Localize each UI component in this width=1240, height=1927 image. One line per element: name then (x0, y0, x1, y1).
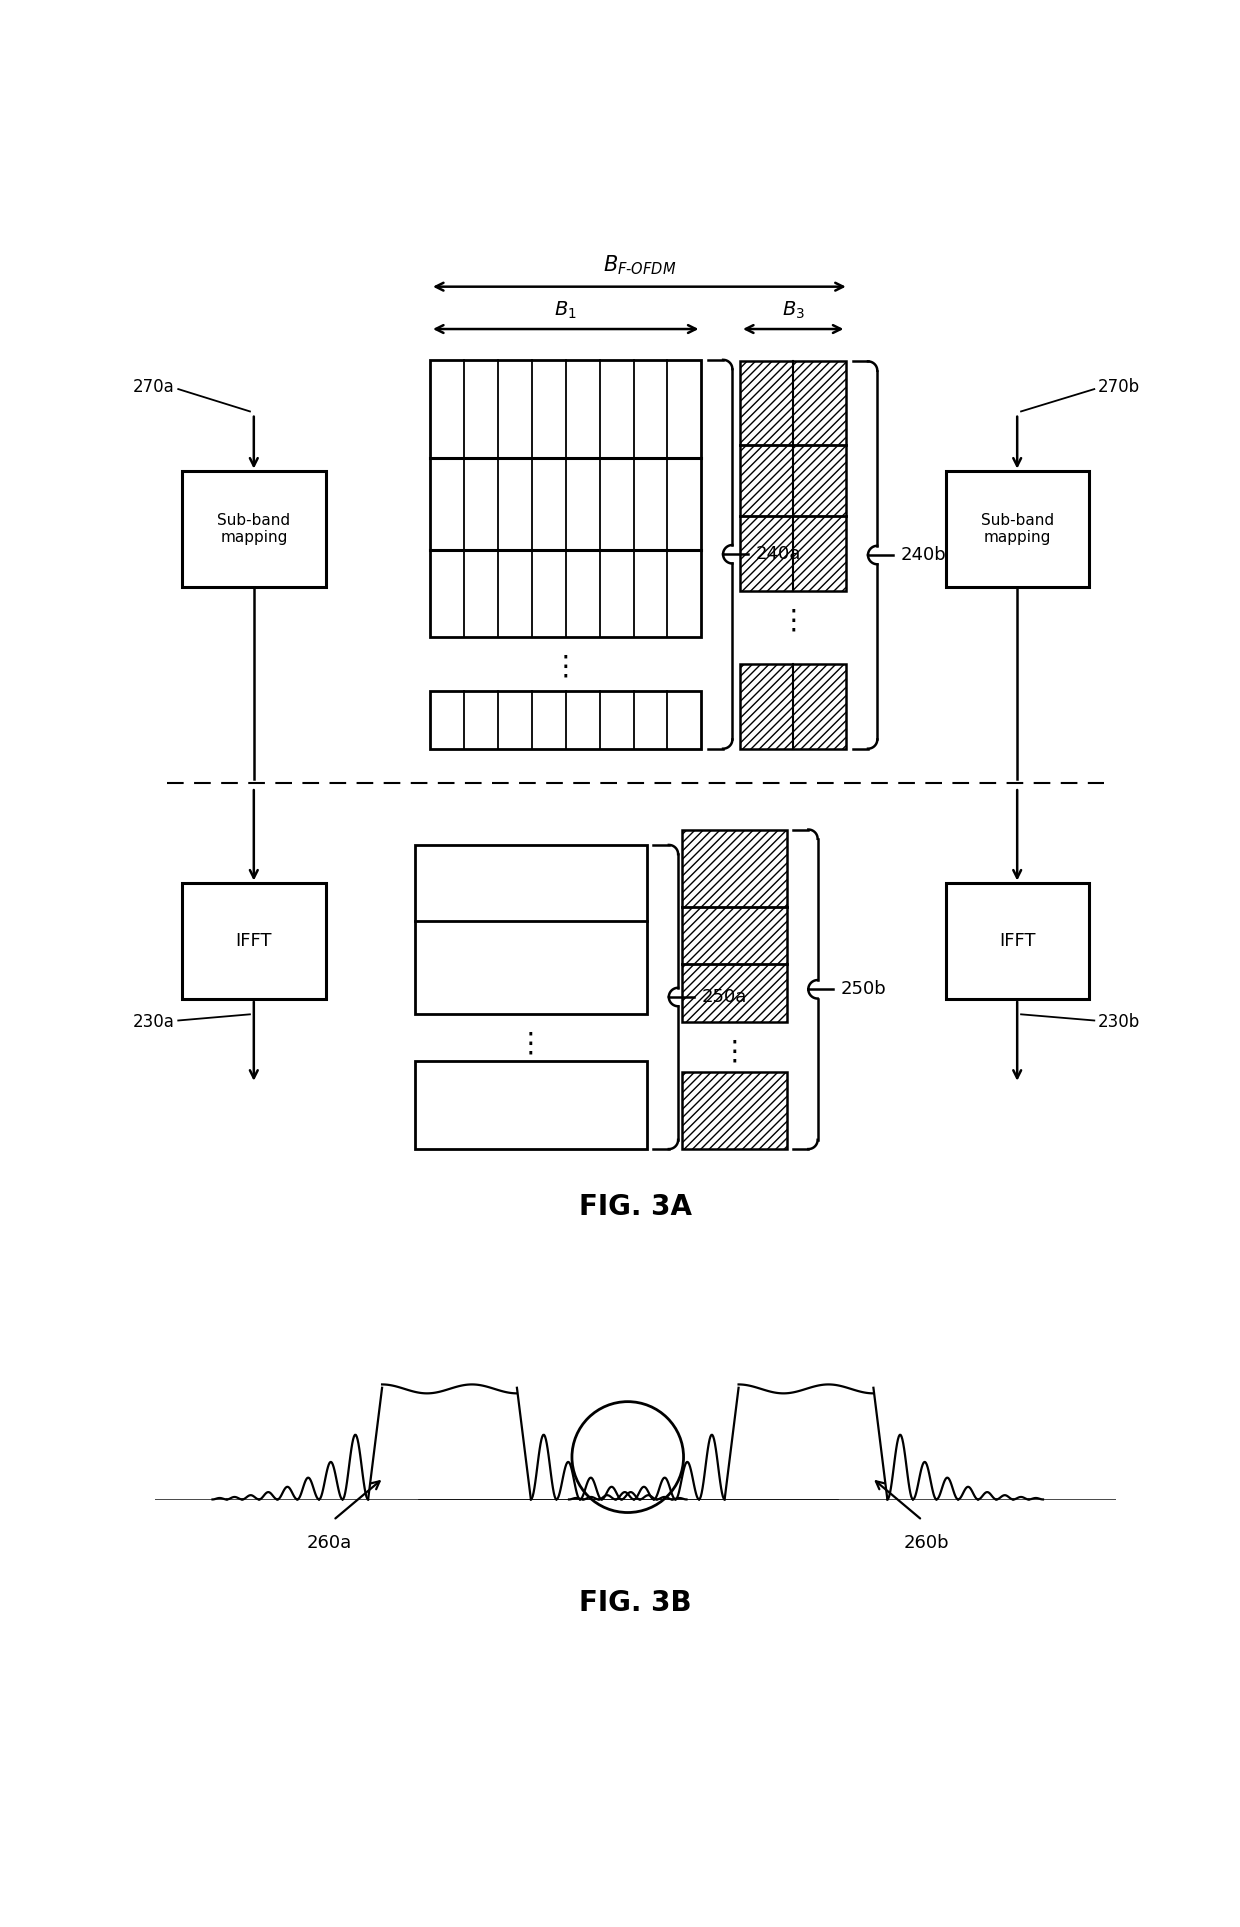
Text: 250a: 250a (702, 989, 746, 1006)
Text: 230a: 230a (133, 1014, 175, 1031)
Text: ⋮: ⋮ (552, 653, 579, 680)
Bar (414, 1060, 647, 1148)
Text: FIG. 3A: FIG. 3A (579, 1193, 692, 1222)
Text: ⋮: ⋮ (517, 1029, 544, 1058)
Bar (414, 844, 647, 1014)
Bar (682, 829, 786, 1021)
Bar (740, 362, 846, 592)
Bar (945, 883, 1089, 998)
Bar (182, 883, 325, 998)
Text: $B_{F\text{-}OFDM}$: $B_{F\text{-}OFDM}$ (603, 252, 676, 277)
Text: 230b: 230b (1099, 1014, 1141, 1031)
Text: 250b: 250b (841, 981, 887, 998)
Text: Sub-band
mapping: Sub-band mapping (981, 513, 1054, 545)
Bar (740, 665, 846, 750)
Text: 260b: 260b (903, 1534, 949, 1551)
Text: 240a: 240a (755, 545, 801, 563)
Text: 260a: 260a (306, 1534, 352, 1551)
Bar (430, 360, 702, 638)
Bar (182, 472, 325, 588)
Text: IFFT: IFFT (236, 933, 272, 950)
Text: $B_1$: $B_1$ (554, 301, 577, 322)
Text: FIG. 3B: FIG. 3B (579, 1590, 692, 1617)
Bar (945, 472, 1089, 588)
Text: IFFT: IFFT (999, 933, 1035, 950)
Text: ⋮: ⋮ (779, 607, 807, 634)
Text: $B_3$: $B_3$ (781, 301, 805, 322)
Text: ⋮: ⋮ (720, 1037, 748, 1066)
Text: Sub-band
mapping: Sub-band mapping (217, 513, 290, 545)
Bar (682, 1071, 786, 1148)
Bar (430, 692, 702, 750)
Text: 270a: 270a (133, 378, 175, 395)
Text: 270b: 270b (1099, 378, 1141, 395)
Text: 240b: 240b (900, 545, 946, 565)
